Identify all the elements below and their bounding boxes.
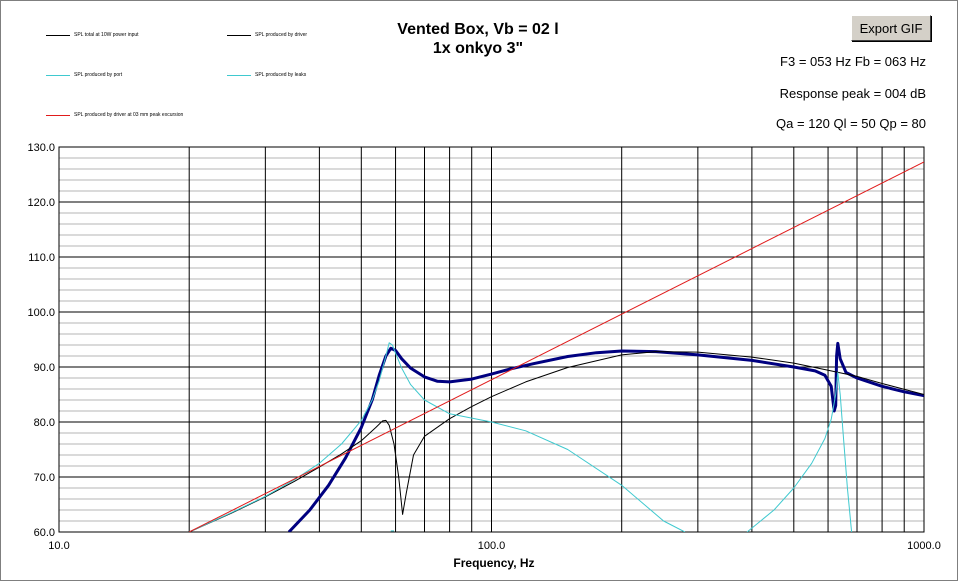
- y-tick-label: 70.0: [34, 472, 55, 484]
- legend-swatch-driver: [227, 34, 251, 36]
- x-tick-label: 100.0: [478, 540, 506, 552]
- legend-item-driver: SPL produced by driver: [227, 32, 307, 38]
- legend-item-port: SPL produced by port: [46, 72, 122, 78]
- legend-label-leaks: SPL produced by leaks: [255, 72, 307, 78]
- x-tick-label: 10.0: [48, 540, 69, 552]
- y-tick-label: 130.0: [27, 142, 55, 154]
- x-tick-label: 1000.0: [907, 540, 941, 552]
- legend-item-excursion: SPL produced by driver at 03 mm peak exc…: [46, 112, 183, 118]
- x-axis-title: Frequency, Hz: [453, 556, 535, 570]
- legend-swatch-excursion: [46, 114, 70, 116]
- grid-major-lines: [59, 147, 924, 532]
- y-tick-label: 60.0: [34, 527, 55, 539]
- f3-fb-readout: F3 = 053 Hz Fb = 063 Hz: [780, 54, 926, 69]
- q-values-readout: Qa = 120 Ql = 50 Qp = 80: [776, 116, 926, 131]
- series-layer: [188, 161, 924, 532]
- chart-title: Vented Box, Vb = 02 l: [397, 21, 559, 38]
- legend-swatch-leaks: [227, 74, 251, 76]
- plot-border: [58, 146, 925, 533]
- y-tick-label: 120.0: [27, 197, 55, 209]
- series-line-0: [287, 341, 924, 532]
- series-line-4: [188, 161, 924, 532]
- legend-swatch-port: [46, 74, 70, 76]
- plot-frame: [58, 146, 925, 533]
- y-tick-label: 110.0: [28, 252, 55, 264]
- legend-item-total: SPL total at 10W power input: [46, 32, 139, 38]
- legend-label-driver: SPL produced by driver: [255, 32, 308, 38]
- tick-labels: 60.0 70.0 80.0 90.0 100.0 110.0 120.0 130.0 10.0…: [27, 142, 940, 552]
- series-line-2: [188, 342, 686, 532]
- series-line-3: [746, 372, 853, 532]
- y-tick-label: 90.0: [34, 362, 55, 374]
- legend-label-total: SPL total at 10W power input: [74, 32, 139, 38]
- legend-item-leaks: SPL produced by leaks: [227, 72, 306, 78]
- legend-label-excursion: SPL produced by driver at 03 mm peak exc…: [74, 112, 184, 118]
- legend-swatch-total: [46, 34, 70, 36]
- y-tick-label: 100.0: [27, 307, 55, 319]
- response-peak-readout: Response peak = 004 dB: [779, 86, 926, 101]
- series-line-1: [188, 351, 924, 532]
- y-tick-label: 80.0: [34, 417, 55, 429]
- export-gif-button[interactable]: Export GIF: [851, 15, 931, 41]
- legend-label-port: SPL produced by port: [74, 72, 123, 78]
- chart-subtitle: 1x onkyo 3": [432, 40, 524, 57]
